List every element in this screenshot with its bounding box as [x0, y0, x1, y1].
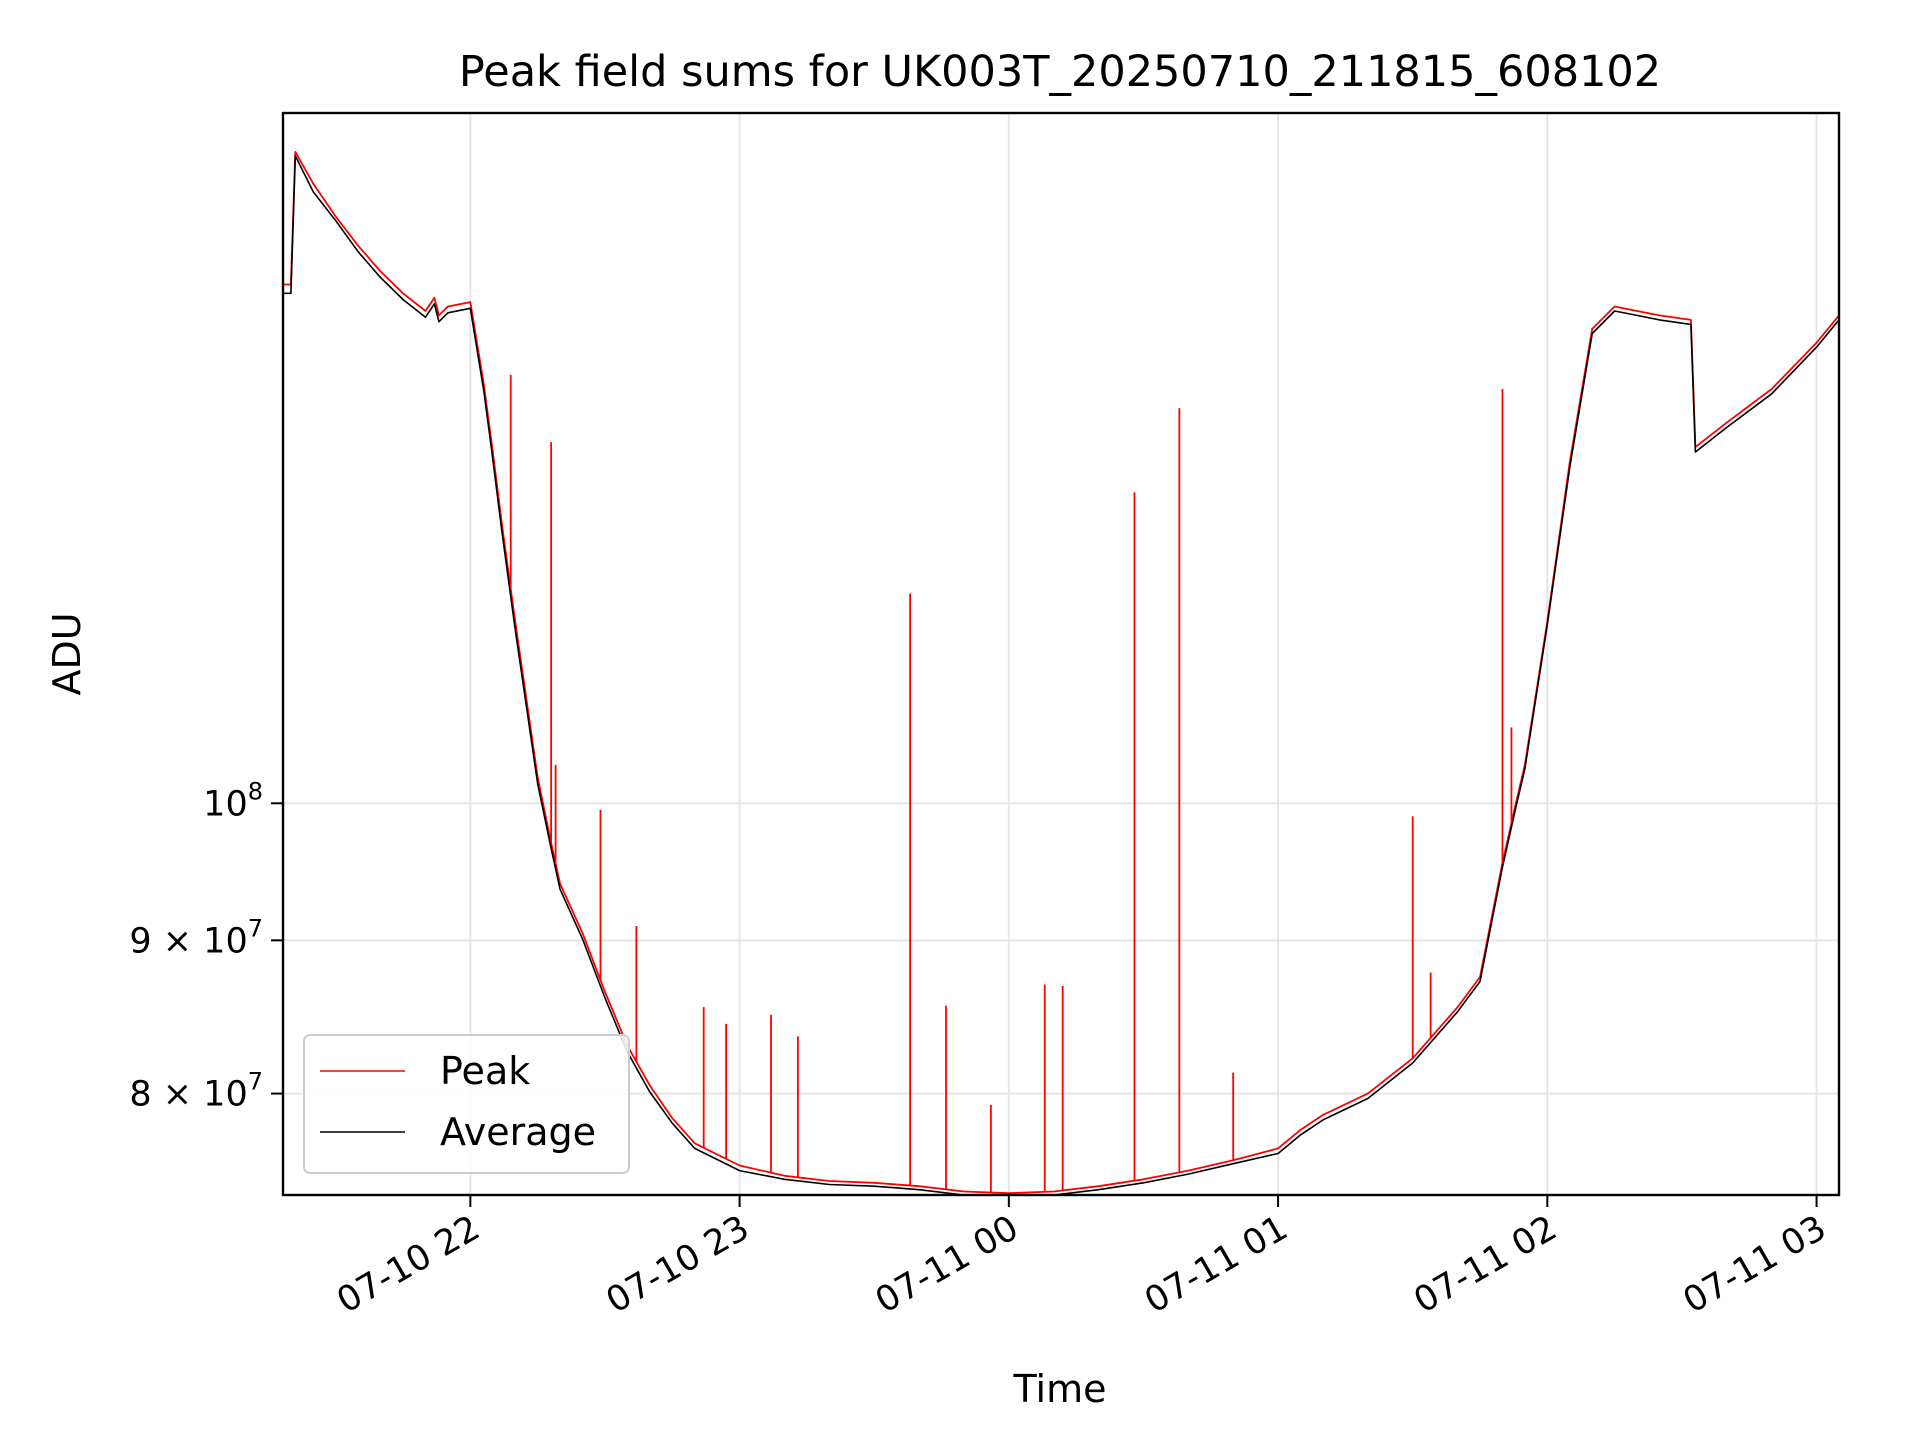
legend-average-label: Average: [440, 1110, 596, 1154]
y-tick-exponent: 8: [248, 777, 263, 805]
y-axis: 8 × 107 9 × 107 108: [129, 777, 283, 1115]
y-tick-label: 108: [203, 777, 263, 824]
plot-frame: [281, 111, 1841, 1197]
y-tick-exponent: 7: [248, 1068, 263, 1096]
legend: Peak Average: [303, 1034, 630, 1174]
x-axis-label: Time: [1013, 1367, 1107, 1411]
legend-box: [303, 1034, 630, 1174]
series-line-peak: [283, 150, 1839, 1195]
chart-title: Peak field sums for UK003T_20250710_2118…: [459, 47, 1661, 97]
legend-peak-label: Peak: [440, 1049, 530, 1093]
series-line-average: [283, 155, 1839, 1195]
y-axis-label: ADU: [45, 612, 89, 695]
y-tick-base: 8: [129, 1075, 151, 1115]
y-tick-exponent: 7: [248, 914, 263, 942]
series-group: [283, 150, 1839, 1195]
y-tick-label: 8 × 107: [129, 1068, 263, 1115]
y-tick-base: 9: [129, 921, 151, 961]
y-tick-label: 9 × 107: [129, 914, 263, 961]
plot-area: [283, 150, 1839, 1195]
